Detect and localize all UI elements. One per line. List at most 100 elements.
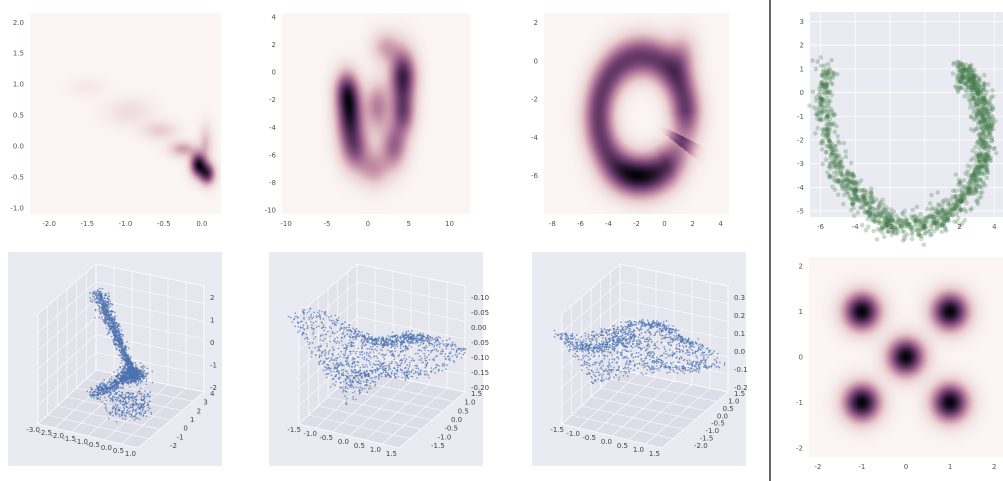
scatter-point: [428, 358, 431, 361]
scatter-point: [969, 88, 974, 93]
scatter-point: [836, 192, 841, 197]
scatter-point: [384, 371, 387, 374]
scatter-point: [134, 362, 137, 364]
scatter-point: [976, 102, 982, 107]
scatter-point: [123, 350, 125, 353]
scatter-point: [356, 380, 358, 383]
scatter-point: [322, 369, 325, 372]
scatter-point: [851, 191, 857, 197]
scatter-point: [971, 117, 977, 123]
scatter-point: [123, 407, 125, 410]
scatter-point: [120, 329, 123, 332]
scatter-point: [120, 386, 122, 389]
scatter-point: [409, 363, 411, 366]
scatter-point: [367, 355, 370, 357]
scatter-point: [947, 205, 953, 211]
scatter-point: [330, 327, 333, 330]
scatter-point: [438, 346, 441, 348]
scatter-point: [358, 392, 361, 395]
scatter-point: [316, 350, 319, 352]
scatter-point: [979, 163, 984, 169]
scatter-point: [414, 370, 417, 373]
scatter-point: [111, 397, 113, 400]
scatter-point: [363, 340, 366, 342]
scatter-point: [973, 191, 978, 196]
scatter-point: [343, 328, 345, 330]
scatter-point: [979, 112, 985, 118]
scatter-point: [336, 331, 339, 333]
scatter-point: [112, 341, 115, 344]
scatter-point: [135, 404, 137, 406]
scatter-point: [971, 78, 977, 83]
scatter-point: [123, 379, 126, 382]
scatter-point: [124, 362, 127, 365]
scatter-point: [108, 394, 110, 397]
scatter-point: [978, 120, 984, 126]
scatter-point: [111, 303, 114, 306]
scatter-point: [89, 300, 92, 302]
scatter-point: [827, 98, 833, 104]
scatter-point: [420, 350, 423, 352]
scatter-point: [428, 342, 430, 345]
scatter-point: [939, 214, 944, 219]
scatter-point: [407, 330, 410, 333]
scatter-point: [939, 208, 944, 214]
scatter-point: [924, 220, 929, 225]
scatter-point: [978, 90, 984, 95]
scatter-point: [978, 165, 984, 170]
scatter-point: [110, 378, 113, 381]
scatter-point: [813, 66, 819, 72]
kde-1-panel: -2.0 -1.5 -1.0 -0.5 0.0-1.0-0.50.00.51.01.52…: [10, 13, 221, 228]
scatter-point: [103, 402, 106, 405]
scatter-point: [380, 339, 382, 341]
scatter-point: [428, 377, 430, 379]
scatter-point: [403, 338, 405, 341]
scatter-point: [892, 230, 897, 236]
scatter-point: [116, 348, 118, 351]
scatter-point: [136, 371, 139, 373]
scatter-point: [973, 85, 979, 91]
scatter-point: [981, 81, 987, 86]
scatter-point: [144, 372, 147, 375]
scatter-point: [951, 201, 957, 207]
scatter-point: [410, 375, 412, 378]
scatter-point: [127, 411, 130, 414]
scatter-point: [314, 347, 316, 349]
scatter-point: [351, 344, 354, 347]
x-tick-label: 0: [923, 223, 927, 231]
scatter-point: [419, 344, 422, 346]
scatter-point: [869, 186, 874, 191]
scatter-point: [977, 142, 982, 148]
scatter-point: [811, 105, 817, 110]
scatter-point: [971, 155, 976, 161]
scatter-point: [312, 333, 314, 336]
scatter-point: [330, 374, 333, 377]
scatter-point: [100, 297, 102, 300]
scatter-point: [416, 352, 419, 355]
scatter-point: [990, 107, 996, 112]
scatter-point: [942, 213, 948, 219]
scatter-point: [318, 363, 320, 366]
scatter-point: [955, 182, 961, 187]
scatter-point: [372, 362, 375, 365]
y-tick-label: 0.5: [13, 112, 24, 120]
scatter-point: [967, 63, 973, 69]
scatter-point: [122, 417, 124, 420]
scatter-point: [130, 413, 132, 415]
scatter-point: [349, 341, 352, 344]
scatter-point: [845, 168, 850, 174]
scatter-point: [115, 347, 117, 349]
scatter-point: [119, 341, 121, 344]
scatter-point: [449, 352, 452, 355]
scatter-point: [380, 353, 383, 356]
scatter-point: [902, 233, 907, 239]
scatter-point: [93, 296, 96, 298]
scatter-point: [89, 393, 92, 395]
scatter-point: [391, 345, 393, 347]
scatter-point: [865, 216, 871, 222]
scatter-point: [867, 209, 872, 215]
scatter-point: [341, 344, 344, 347]
scatter-point: [97, 301, 100, 304]
scatter-point: [874, 237, 880, 242]
scatter-point: [108, 389, 111, 391]
